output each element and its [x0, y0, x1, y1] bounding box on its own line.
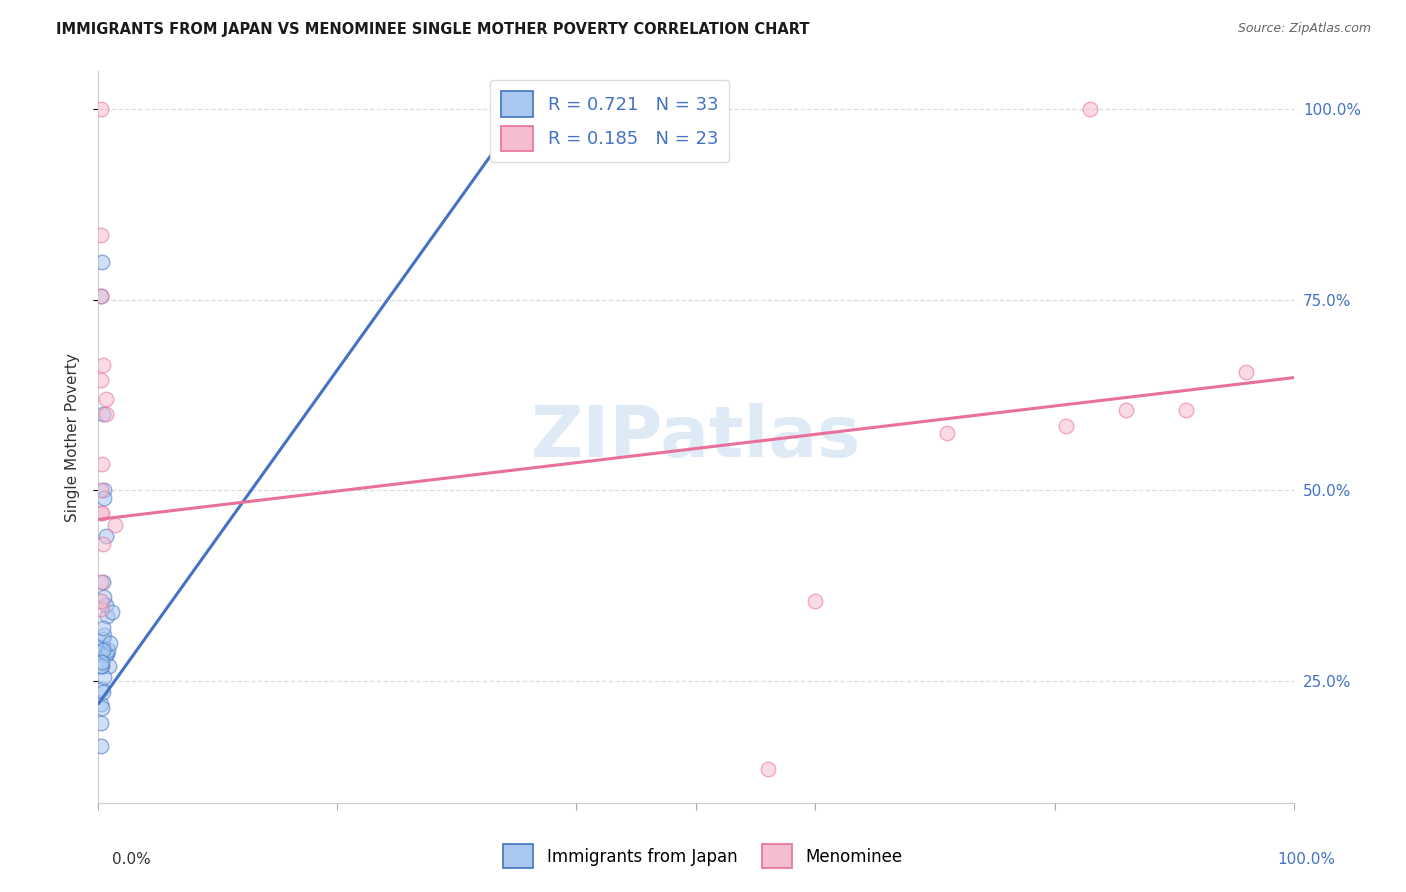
Point [91, 506, 114, 520]
Point [91, 407, 114, 421]
Legend: Immigrants from Japan, Menominee: Immigrants from Japan, Menominee [496, 838, 910, 875]
Point [91, 255, 114, 269]
Point [90, 574, 112, 589]
Point [93, 670, 115, 684]
Point [98, 658, 121, 673]
Point [93, 483, 115, 498]
Point [91, 457, 114, 471]
Point [91, 643, 114, 657]
Point [936, 426, 959, 441]
Point [90, 739, 112, 753]
Point [1234, 365, 1257, 379]
Point [91, 621, 114, 635]
Point [90, 373, 112, 387]
Point [94, 598, 117, 612]
Point [1080, 103, 1102, 117]
Point [90, 697, 112, 711]
Y-axis label: Single Mother Poverty: Single Mother Poverty [65, 352, 80, 522]
Point [94, 392, 117, 406]
Point [91, 632, 114, 646]
Point [91, 537, 114, 551]
Point [91, 358, 114, 372]
Point [506, 103, 529, 117]
Point [90, 483, 112, 498]
Point [90, 647, 112, 661]
Point [91, 655, 114, 669]
Text: IMMIGRANTS FROM JAPAN VS MENOMINEE SINGLE MOTHER POVERTY CORRELATION CHART: IMMIGRANTS FROM JAPAN VS MENOMINEE SINGL… [56, 22, 810, 37]
Legend: R = 0.721   N = 33, R = 0.185   N = 23: R = 0.721 N = 33, R = 0.185 N = 23 [489, 80, 730, 162]
Point [1175, 403, 1198, 417]
Point [91, 700, 114, 714]
Point [96, 647, 118, 661]
Text: ZIPatlas: ZIPatlas [531, 402, 860, 472]
Point [91, 685, 114, 699]
Point [91, 574, 114, 589]
Point [94, 529, 117, 543]
Point [804, 594, 827, 608]
Point [93, 628, 115, 642]
Point [90, 289, 112, 303]
Point [100, 605, 122, 619]
Text: 100.0%: 100.0% [1278, 852, 1336, 867]
Text: Source: ZipAtlas.com: Source: ZipAtlas.com [1237, 22, 1371, 36]
Point [90, 289, 112, 303]
Point [90, 103, 112, 117]
Point [94, 647, 117, 661]
Point [90, 228, 112, 243]
Point [97, 643, 120, 657]
Point [89, 640, 111, 654]
Point [90, 658, 112, 673]
Point [98, 636, 122, 650]
Point [91, 658, 114, 673]
Point [90, 506, 112, 520]
Point [90, 601, 112, 615]
Point [756, 762, 779, 776]
Point [1056, 418, 1078, 433]
Point [1115, 403, 1137, 417]
Point [104, 517, 127, 532]
Point [91, 681, 114, 696]
Point [93, 491, 115, 505]
Point [91, 640, 114, 654]
Point [96, 609, 118, 624]
Point [93, 590, 115, 604]
Point [90, 715, 112, 730]
Text: 0.0%: 0.0% [112, 852, 152, 867]
Point [90, 594, 112, 608]
Point [94, 407, 117, 421]
